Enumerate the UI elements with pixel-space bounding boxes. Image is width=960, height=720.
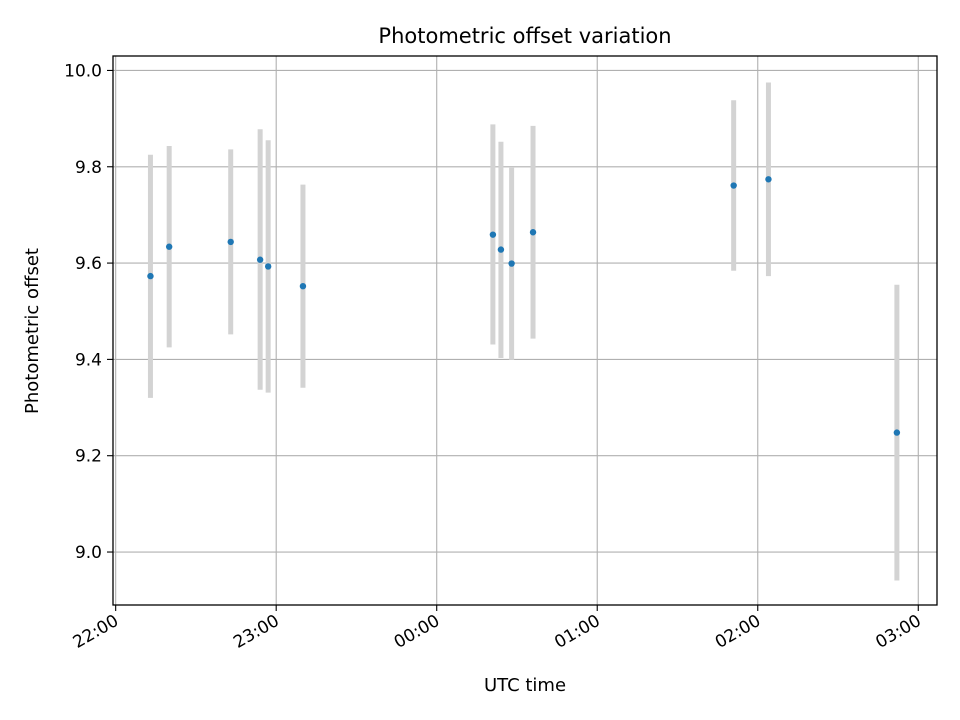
- y-axis-title: Photometric offset: [22, 248, 43, 414]
- data-point: [264, 263, 272, 270]
- data-point: [227, 238, 234, 246]
- data-point: [489, 231, 497, 238]
- y-tick-label: 9.8: [75, 158, 102, 178]
- chart-title: Photometric offset variation: [378, 24, 671, 48]
- data-point: [256, 256, 264, 263]
- y-tick-label: 9.2: [75, 447, 102, 467]
- grid-lines: [113, 56, 937, 605]
- y-tick-label: 9.4: [75, 350, 102, 370]
- data-point: [529, 229, 537, 236]
- data-point: [165, 243, 173, 250]
- y-tick-label: 9.0: [75, 543, 102, 563]
- data-points: [147, 176, 901, 436]
- data-point: [299, 282, 307, 290]
- x-axis-title: UTC time: [484, 675, 566, 696]
- data-point: [765, 176, 772, 183]
- y-tick-label: 9.6: [75, 254, 102, 274]
- plot-frame: [112, 55, 938, 606]
- data-point: [730, 182, 737, 189]
- data-point: [497, 246, 505, 253]
- y-axis: 9.0 9.2 9.4 9.6 9.8 10.0: [64, 61, 113, 563]
- data-point: [147, 272, 154, 280]
- data-point: [508, 260, 515, 267]
- y-tick-label: 10.0: [64, 61, 102, 81]
- data-point: [893, 429, 901, 436]
